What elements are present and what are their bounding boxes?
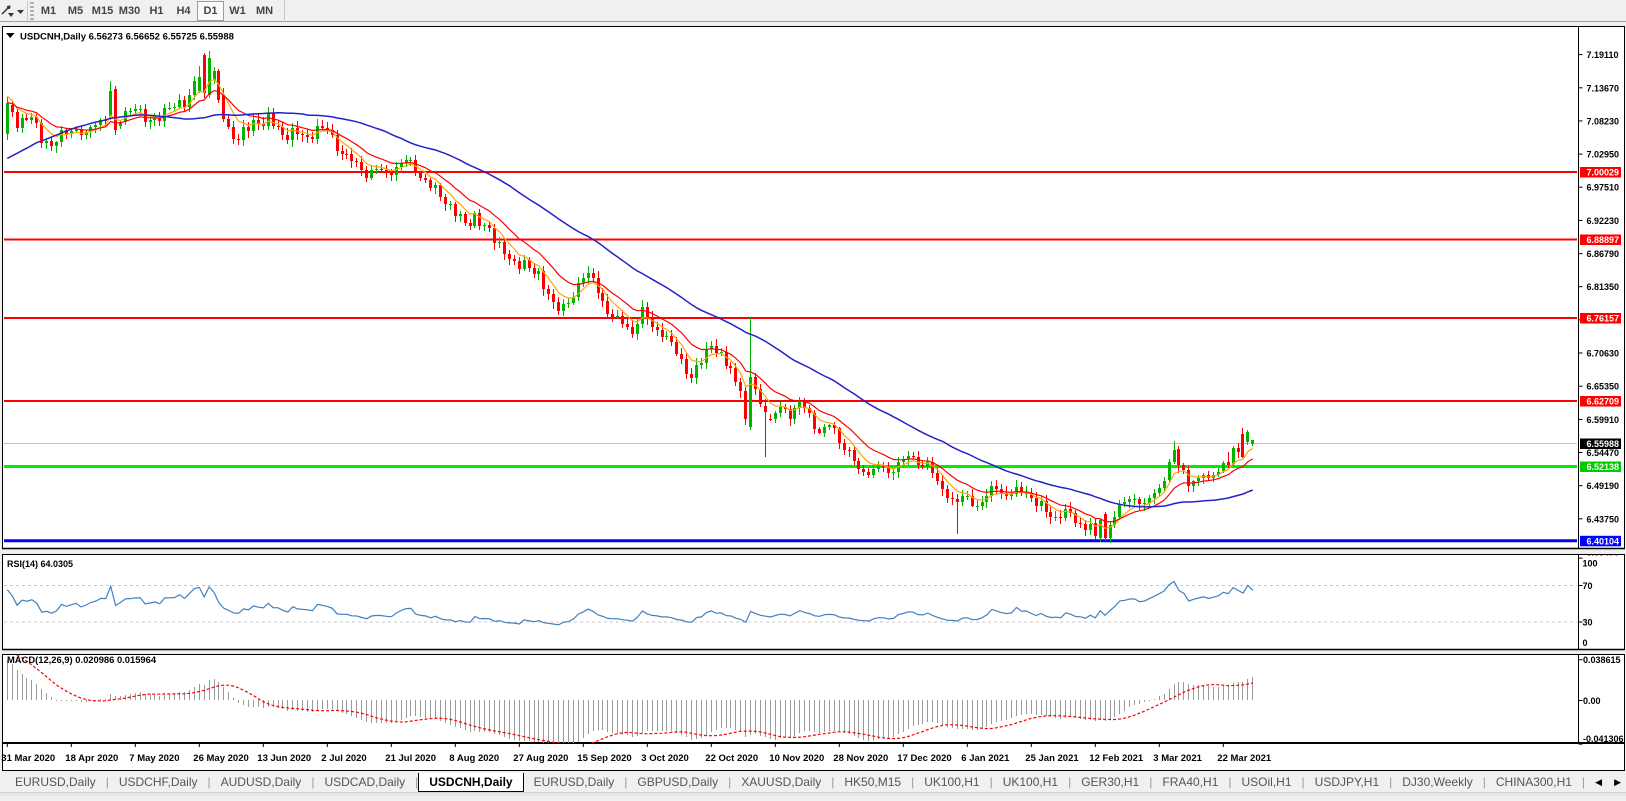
- svg-text:0: 0: [1583, 638, 1588, 648]
- svg-text:6.62709: 6.62709: [1587, 397, 1620, 407]
- svg-text:6.70630: 6.70630: [1587, 349, 1620, 359]
- svg-text:7.02950: 7.02950: [1587, 150, 1620, 160]
- svg-text:13 Jun 2020: 13 Jun 2020: [257, 753, 311, 764]
- svg-text:6.43750: 6.43750: [1587, 514, 1620, 524]
- svg-text:-0.041306: -0.041306: [1583, 734, 1624, 744]
- svg-text:MACD(12,26,9) 0.020986 0.01596: MACD(12,26,9) 0.020986 0.015964: [7, 654, 157, 665]
- svg-text:3 Oct 2020: 3 Oct 2020: [641, 753, 689, 764]
- svg-text:0.00: 0.00: [1583, 696, 1601, 706]
- svg-text:12 Feb 2021: 12 Feb 2021: [1089, 753, 1144, 764]
- svg-text:30: 30: [1583, 618, 1593, 628]
- svg-text:6.49190: 6.49190: [1587, 481, 1620, 491]
- svg-text:6.65350: 6.65350: [1587, 382, 1620, 392]
- svg-text:6.52138: 6.52138: [1587, 462, 1620, 472]
- svg-text:6.88897: 6.88897: [1587, 235, 1620, 245]
- svg-text:7.13670: 7.13670: [1587, 83, 1620, 93]
- svg-text:7.00029: 7.00029: [1587, 168, 1620, 178]
- svg-text:100: 100: [1583, 559, 1598, 569]
- svg-text:0.038615: 0.038615: [1583, 655, 1621, 665]
- svg-text:15 Sep 2020: 15 Sep 2020: [577, 753, 631, 764]
- svg-text:27 Aug 2020: 27 Aug 2020: [513, 753, 568, 764]
- svg-text:7.19110: 7.19110: [1587, 50, 1619, 60]
- svg-text:6.76157: 6.76157: [1587, 314, 1620, 324]
- svg-text:18 Apr 2020: 18 Apr 2020: [65, 753, 118, 764]
- svg-text:70: 70: [1583, 581, 1593, 591]
- svg-text:6.59910: 6.59910: [1587, 415, 1620, 425]
- svg-text:3 Mar 2021: 3 Mar 2021: [1153, 753, 1202, 764]
- svg-text:USDCNH,Daily 6.56273 6.56652: USDCNH,Daily 6.56273 6.56652 6.55725 6.5…: [20, 32, 234, 43]
- svg-text:6.55988: 6.55988: [1587, 439, 1620, 449]
- svg-text:8 Aug 2020: 8 Aug 2020: [449, 753, 499, 764]
- svg-text:6.92230: 6.92230: [1587, 216, 1620, 226]
- svg-text:10 Nov 2020: 10 Nov 2020: [769, 753, 824, 764]
- svg-text:17 Dec 2020: 17 Dec 2020: [897, 753, 951, 764]
- svg-text:6 Jan 2021: 6 Jan 2021: [961, 753, 1010, 764]
- svg-text:21 Jul 2020: 21 Jul 2020: [385, 753, 436, 764]
- svg-text:2 Jul 2020: 2 Jul 2020: [321, 753, 366, 764]
- svg-text:6.97510: 6.97510: [1587, 183, 1620, 193]
- svg-text:28 Nov 2020: 28 Nov 2020: [833, 753, 888, 764]
- svg-text:6.40104: 6.40104: [1587, 536, 1620, 546]
- svg-text:6.86790: 6.86790: [1587, 249, 1620, 259]
- svg-text:26 May 2020: 26 May 2020: [193, 753, 248, 764]
- svg-text:6.54470: 6.54470: [1587, 448, 1620, 458]
- svg-text:6.81350: 6.81350: [1587, 282, 1620, 292]
- svg-text:22 Oct 2020: 22 Oct 2020: [705, 753, 758, 764]
- svg-text:RSI(14) 64.0305: RSI(14) 64.0305: [7, 559, 73, 569]
- svg-text:22 Mar 2021: 22 Mar 2021: [1217, 753, 1272, 764]
- svg-text:31 Mar 2020: 31 Mar 2020: [1, 753, 55, 764]
- svg-text:7 May 2020: 7 May 2020: [129, 753, 179, 764]
- svg-text:7.08230: 7.08230: [1587, 116, 1620, 126]
- svg-text:25 Jan 2021: 25 Jan 2021: [1025, 753, 1079, 764]
